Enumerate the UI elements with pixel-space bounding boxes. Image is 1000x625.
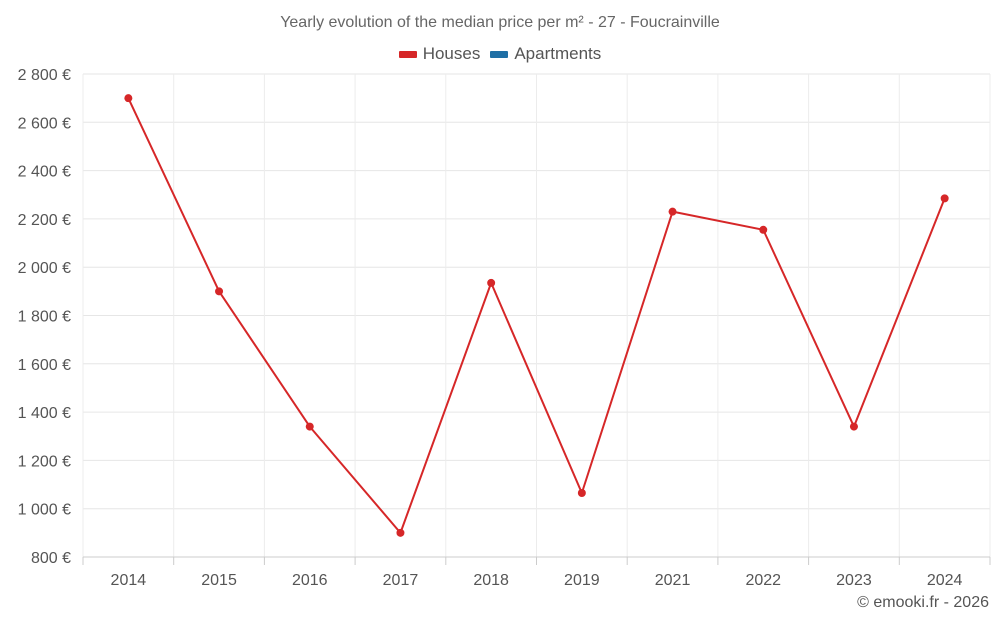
x-tick-label: 2022 — [745, 572, 781, 589]
y-tick-label: 2 400 € — [18, 164, 71, 181]
y-tick-label: 1 200 € — [18, 453, 71, 470]
legend-swatch-apartments — [490, 50, 509, 58]
data-point-houses[interactable] — [577, 489, 586, 498]
series — [124, 94, 949, 537]
legend: Houses Apartments — [0, 44, 1000, 64]
x-tick-label: 2018 — [473, 572, 509, 589]
x-tick-label: 2024 — [927, 572, 963, 589]
x-tick-label: 2014 — [111, 572, 147, 589]
axes: 800 € 1 000 € 1 200 € 1 400 € 1 600 € 1 800 €… — [18, 67, 991, 589]
x-tick-label: 2016 — [292, 572, 328, 589]
data-point-houses[interactable] — [940, 194, 949, 203]
legend-label-houses: Houses — [422, 44, 481, 63]
y-tick-label: 2 200 € — [18, 212, 71, 229]
x-tick-label: 2023 — [836, 572, 872, 589]
data-point-houses[interactable] — [215, 287, 224, 296]
y-tick-label: 800 € — [31, 550, 71, 567]
x-tick-label: 2017 — [383, 572, 419, 589]
data-point-houses[interactable] — [668, 207, 677, 216]
x-tick-label: 2019 — [564, 572, 600, 589]
data-point-houses[interactable] — [759, 225, 768, 234]
x-tick-label: 2015 — [201, 572, 237, 589]
data-point-houses[interactable] — [305, 422, 314, 431]
y-tick-label: 1 000 € — [18, 502, 71, 519]
data-point-houses[interactable] — [849, 422, 858, 431]
y-tick-label: 1 800 € — [18, 309, 71, 326]
legend-item-houses[interactable]: Houses — [398, 44, 481, 64]
data-point-houses[interactable] — [396, 528, 405, 537]
chart-title: Yearly evolution of the median price per… — [280, 14, 720, 31]
credit-text: © emooki.fr - 2026 — [857, 594, 989, 611]
legend-label-apartments: Apartments — [514, 44, 602, 63]
y-tick-label: 2 800 € — [18, 67, 71, 84]
data-point-houses[interactable] — [487, 278, 496, 287]
x-tick-label: 2021 — [655, 572, 691, 589]
series-line-houses — [127, 97, 946, 534]
legend-swatch-houses — [398, 50, 417, 58]
data-point-houses[interactable] — [124, 94, 133, 103]
grid — [82, 73, 991, 558]
y-tick-label: 1 400 € — [18, 405, 71, 422]
y-tick-label: 2 600 € — [18, 115, 71, 132]
legend-item-apartments[interactable]: Apartments — [490, 44, 601, 64]
y-tick-label: 2 000 € — [18, 260, 71, 277]
y-tick-label: 1 600 € — [18, 357, 71, 374]
